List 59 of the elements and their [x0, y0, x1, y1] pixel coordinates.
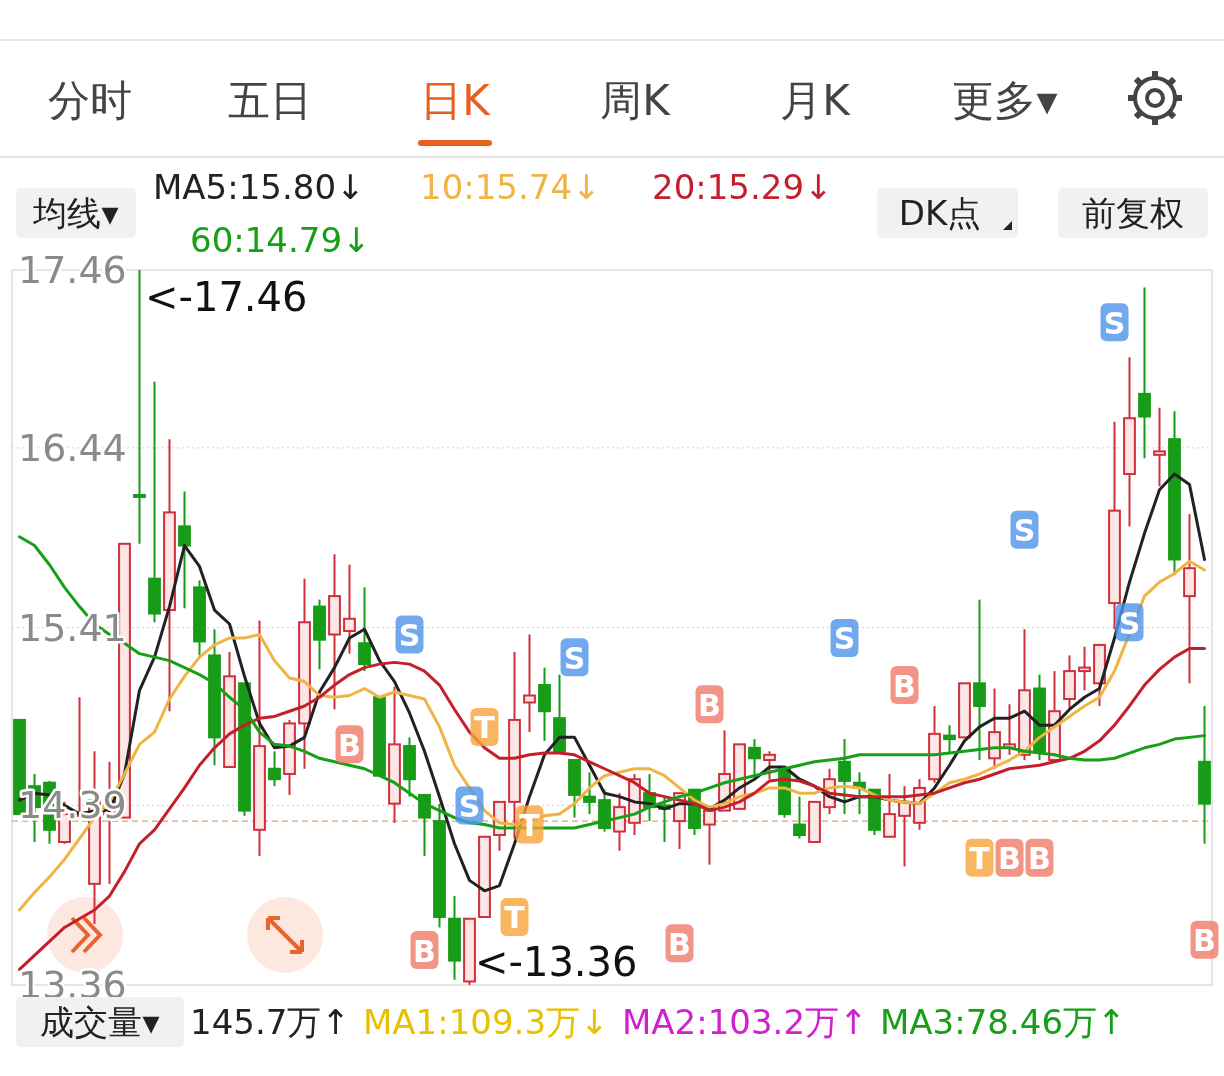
- data-label: S: [458, 788, 481, 824]
- text: MA2:103.2万↑: [622, 1002, 868, 1042]
- text: 分时: [48, 75, 132, 125]
- y-tick-label: 14.39: [18, 783, 127, 828]
- candlestick: [838, 738, 851, 816]
- annotation: <-17.46: [145, 274, 308, 320]
- data-label: B: [1028, 841, 1051, 877]
- text: 更多▾: [952, 75, 1058, 125]
- text: MA1:109.3万↓: [363, 1002, 609, 1042]
- text: 五日: [228, 75, 312, 125]
- data-label: B: [998, 841, 1021, 877]
- text: 日K: [420, 75, 492, 125]
- data-label: B: [893, 668, 916, 704]
- text: 20:15.29↓: [652, 167, 833, 207]
- candlestick: [523, 633, 536, 734]
- candlestick: [883, 772, 896, 838]
- candlestick: [583, 771, 596, 816]
- text: 10:15.74↓: [420, 167, 601, 207]
- text: 成交量▾: [40, 1002, 160, 1042]
- candlestick: [793, 795, 806, 840]
- candlestick: [973, 598, 986, 762]
- candlestick: [943, 724, 956, 755]
- data-label: B: [413, 933, 436, 969]
- data-label: S: [563, 640, 586, 676]
- annotation: <-13.36: [475, 939, 638, 985]
- text: 周K: [600, 75, 672, 125]
- data-label: B: [1193, 923, 1216, 959]
- candlestick: [343, 563, 356, 655]
- data-label: S: [833, 621, 856, 657]
- candlestick: [133, 269, 146, 545]
- data-label: T: [969, 841, 991, 877]
- text: MA3:78.46万↑: [880, 1002, 1126, 1042]
- data-label: B: [698, 687, 721, 723]
- candlestick: [178, 490, 191, 610]
- text: 60:14.79↓: [190, 220, 371, 260]
- data-label: B: [668, 926, 691, 962]
- text: DK点: [898, 193, 982, 233]
- data-label: S: [398, 617, 421, 653]
- text: 均线▾: [32, 193, 119, 233]
- candlestick: [1138, 286, 1151, 460]
- y-tick-label: 16.44: [18, 425, 127, 470]
- candlestick: [748, 738, 761, 777]
- data-label: S: [1118, 605, 1141, 641]
- candlestick: [358, 586, 371, 673]
- text: 前复权: [1082, 193, 1184, 233]
- data-label: S: [1013, 513, 1036, 549]
- text: 月K: [780, 75, 852, 125]
- y-tick-label: 17.46: [18, 248, 127, 292]
- data-label: S: [1103, 305, 1126, 341]
- data-label: T: [519, 808, 541, 844]
- data-label: B: [338, 727, 361, 763]
- data-label: T: [474, 710, 496, 746]
- text: 145.7万↑: [190, 1002, 350, 1042]
- candlestick: [763, 750, 776, 781]
- data-label: T: [504, 900, 526, 936]
- candlestick: [1153, 406, 1166, 488]
- text: MA5:15.80↓: [153, 167, 365, 207]
- candlestick: [1078, 645, 1091, 692]
- candlestick: [268, 750, 281, 788]
